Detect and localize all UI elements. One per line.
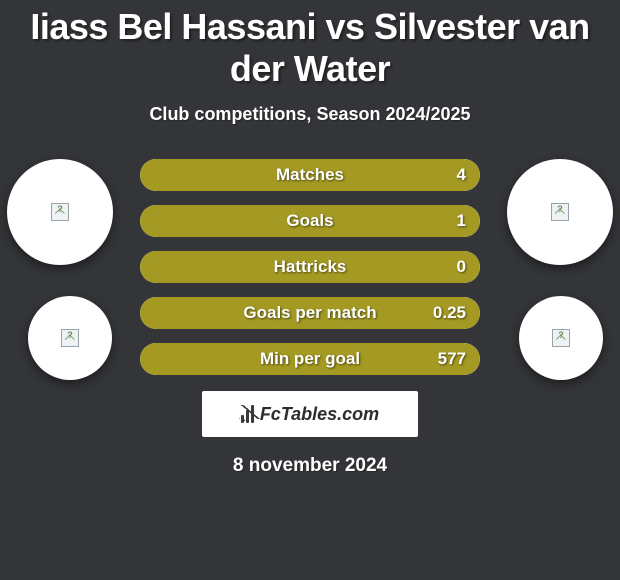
- image-placeholder-icon: [61, 329, 79, 347]
- stat-bar-row: Matches4: [140, 159, 480, 191]
- branding-badge: FcTables.com: [202, 391, 418, 437]
- stat-bar-label: Min per goal: [140, 343, 480, 375]
- left-team-badge: [28, 296, 112, 380]
- image-placeholder-icon: [552, 329, 570, 347]
- page-title: Iiass Bel Hassani vs Silvester van der W…: [0, 0, 620, 90]
- stat-bar-row: Goals per match0.25: [140, 297, 480, 329]
- stat-bar-row: Hattricks0: [140, 251, 480, 283]
- stat-bar-value: 4: [457, 159, 466, 191]
- branding-text: FcTables.com: [260, 404, 379, 425]
- stat-bar-label: Matches: [140, 159, 480, 191]
- stat-bar-value: 0: [457, 251, 466, 283]
- stat-bar-value: 0.25: [433, 297, 466, 329]
- date-label: 8 november 2024: [0, 455, 620, 477]
- stat-bar-label: Goals per match: [140, 297, 480, 329]
- stats-bar-chart: Matches4Goals1Hattricks0Goals per match0…: [140, 159, 480, 389]
- stat-bar-value: 1: [457, 205, 466, 237]
- image-placeholder-icon: [51, 203, 69, 221]
- page-subtitle: Club competitions, Season 2024/2025: [0, 104, 620, 125]
- stat-bar-row: Goals1: [140, 205, 480, 237]
- stat-bar-row: Min per goal577: [140, 343, 480, 375]
- stat-bar-label: Hattricks: [140, 251, 480, 283]
- stat-bar-value: 577: [438, 343, 466, 375]
- right-player-avatar: [507, 159, 613, 265]
- right-team-badge: [519, 296, 603, 380]
- bar-chart-trend-icon: [241, 405, 254, 423]
- image-placeholder-icon: [551, 203, 569, 221]
- stat-bar-label: Goals: [140, 205, 480, 237]
- left-player-avatar: [7, 159, 113, 265]
